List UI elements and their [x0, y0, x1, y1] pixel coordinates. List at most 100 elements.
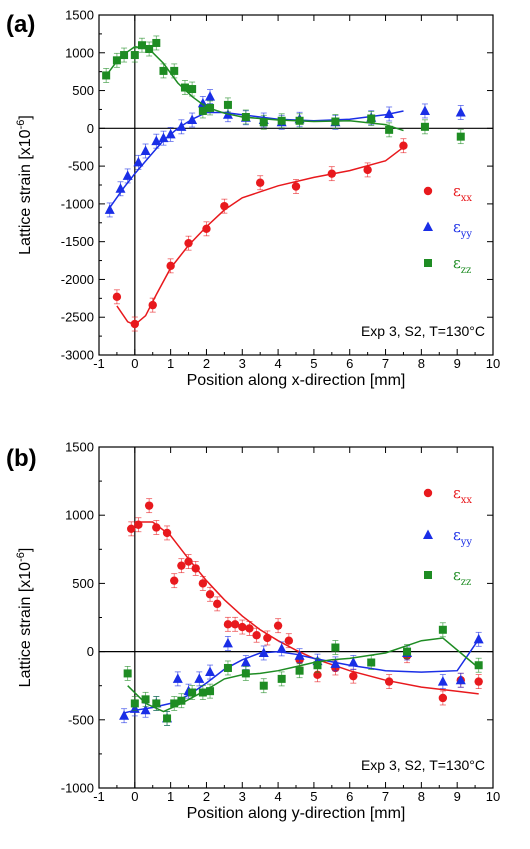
point-zz [474, 661, 483, 670]
point-xx [438, 693, 448, 703]
legend-symbol: ε [453, 484, 461, 502]
fit-line-xx [116, 146, 404, 326]
point-zz [188, 85, 197, 94]
x-tick-label: 8 [418, 356, 425, 371]
point-yy [222, 637, 233, 648]
point-zz [152, 699, 161, 708]
point-xx [198, 579, 208, 588]
point-xx [205, 590, 215, 599]
point-yy [151, 135, 162, 146]
point-xx [245, 624, 254, 633]
legend-marker-yy [423, 221, 433, 231]
point-yy [240, 657, 251, 667]
y-axis-label-exponent: -6 [15, 552, 27, 562]
y-tick-label: 0 [87, 644, 94, 659]
x-tick-label: 10 [486, 789, 500, 804]
point-zz [123, 669, 132, 678]
point-zz [141, 695, 150, 704]
point-zz [277, 116, 286, 125]
point-zz [295, 116, 304, 125]
x-axis-label: Position along x-direction [mm] [187, 372, 406, 389]
point-yy [294, 650, 305, 660]
y-axis-label-exponent: -6 [15, 120, 27, 130]
panel-label: (b) [6, 445, 37, 472]
legend-marker-zz [424, 571, 432, 579]
legend-symbol: ε [453, 566, 461, 584]
x-tick-label: 0 [131, 789, 138, 804]
legend-label-yy: εyy [453, 526, 472, 548]
point-xx [177, 561, 186, 570]
point-yy [419, 105, 430, 115]
x-tick-label: 9 [454, 356, 461, 371]
point-xx [162, 528, 172, 538]
point-zz [367, 114, 376, 123]
annotation: Exp 3, S2, T=130°C [361, 323, 485, 339]
point-yy [384, 108, 395, 118]
point-zz [137, 41, 146, 50]
legend-label-zz: εzz [453, 254, 471, 276]
point-yy [455, 674, 466, 685]
x-tick-label: 1 [167, 789, 174, 804]
point-zz [331, 643, 340, 652]
point-xx [144, 501, 154, 510]
x-tick-label: 8 [418, 789, 425, 804]
point-xx [313, 670, 322, 679]
legend-symbol: ε [453, 218, 461, 236]
point-xx [238, 622, 247, 632]
point-zz [198, 688, 207, 697]
point-xx [273, 621, 283, 630]
point-yy [276, 643, 287, 653]
legend-subscript: zz [461, 265, 472, 276]
legend-symbol: ε [453, 254, 461, 272]
point-xx [363, 165, 372, 175]
point-yy [133, 156, 144, 167]
y-tick-label: 1000 [65, 45, 94, 60]
point-zz [159, 66, 168, 75]
point-xx [384, 677, 394, 686]
legend-symbol: ε [453, 526, 461, 544]
point-xx [223, 620, 233, 629]
legend-subscript: xx [461, 495, 473, 506]
point-xx [327, 169, 337, 178]
x-tick-label: 6 [346, 356, 353, 371]
point-zz [241, 113, 250, 121]
y-axis-label-close: ] [17, 115, 34, 119]
point-zz [206, 687, 215, 696]
y-tick-label: 1000 [65, 508, 94, 523]
point-zz [241, 669, 250, 678]
y-axis-label-close: ] [17, 548, 34, 552]
point-zz [331, 117, 340, 126]
point-zz [180, 83, 189, 92]
x-tick-label: 2 [203, 789, 210, 804]
x-tick-label: 7 [382, 789, 389, 804]
point-yy [348, 657, 359, 667]
x-tick-label: 6 [346, 789, 353, 804]
point-yy [330, 658, 341, 668]
point-yy [197, 97, 208, 108]
point-yy [187, 114, 198, 125]
point-zz [206, 103, 215, 112]
legend-label-xx: εxx [453, 484, 472, 506]
point-xx [148, 300, 157, 310]
point-yy [122, 170, 133, 180]
x-tick-label: 10 [486, 356, 500, 371]
point-xx [166, 261, 175, 271]
y-tick-label: -2000 [61, 272, 94, 287]
point-zz [152, 38, 161, 47]
point-yy [205, 666, 216, 677]
y-tick-label: -500 [68, 712, 94, 727]
y-tick-label: 1500 [65, 8, 94, 23]
point-zz [130, 699, 139, 708]
panel-label: (a) [6, 11, 35, 38]
point-xx [213, 599, 222, 609]
x-tick-label: 5 [310, 356, 317, 371]
point-zz [295, 666, 304, 675]
y-tick-label: -2500 [61, 310, 94, 325]
point-yy [258, 647, 269, 657]
point-xx [284, 636, 294, 645]
legend-subscript: zz [461, 577, 472, 588]
point-zz [223, 100, 232, 109]
legend-subscript: xx [461, 193, 473, 204]
legend-label-yy: εyy [453, 218, 472, 240]
